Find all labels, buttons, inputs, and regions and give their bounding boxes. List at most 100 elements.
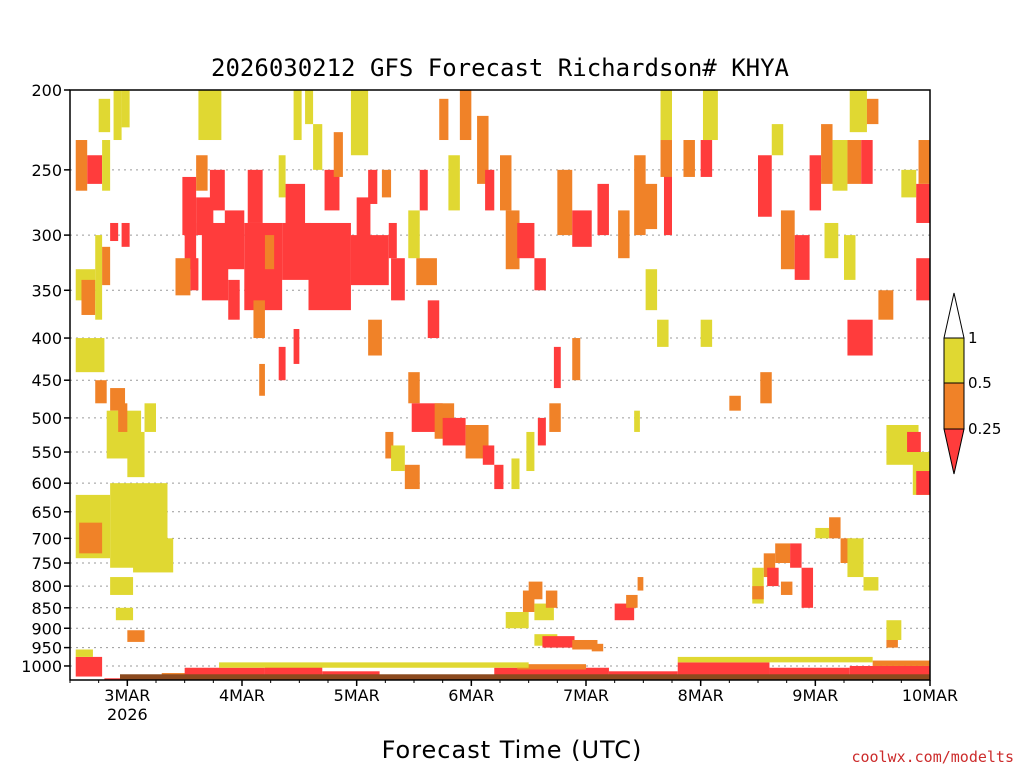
surface-ri-cell: [769, 667, 850, 677]
x-tick-label: 4MAR: [219, 686, 265, 705]
ri-cell: [794, 235, 810, 280]
ri-cell: [184, 222, 197, 270]
ri-cell: [916, 471, 930, 495]
ri-cell: [526, 431, 535, 472]
ri-cell: [634, 155, 646, 236]
ri-cell: [95, 235, 103, 320]
ri-cell: [404, 464, 420, 490]
ri-cell: [549, 403, 561, 432]
x-tick-label: 3MAR: [104, 686, 150, 705]
ri-cells: [75, 90, 930, 677]
ri-cell: [285, 183, 306, 236]
ri-cell: [618, 210, 630, 259]
legend-label: 0.25: [968, 420, 1001, 438]
surface-ri-cell: [849, 665, 930, 677]
ri-cell: [591, 643, 604, 652]
ri-cell: [324, 169, 340, 211]
ri-cell: [253, 300, 265, 339]
ri-cell: [350, 90, 369, 156]
y-tick-label: 1000: [21, 657, 62, 676]
ri-cell: [391, 445, 405, 472]
credit-text: coolwx.com/modelts: [851, 748, 1014, 766]
ground-band: [120, 674, 930, 680]
ri-cell: [190, 258, 199, 291]
legend-swatch-yellow: [943, 337, 965, 384]
surface-ri-cell: [677, 662, 770, 675]
legend-label: 0.5: [968, 374, 992, 392]
ri-cell: [886, 639, 898, 648]
x-tick-label: 9MAR: [792, 686, 838, 705]
ri-cell: [801, 567, 814, 608]
ri-cell: [775, 543, 791, 564]
ri-cell: [517, 222, 535, 259]
x-axis-label: Forecast Time (UTC): [382, 736, 643, 764]
ri-cell: [758, 155, 772, 217]
ri-cell: [110, 577, 134, 595]
ri-cell: [553, 346, 561, 389]
ri-cell: [442, 417, 466, 446]
ri-cell: [102, 140, 111, 191]
ri-cell: [534, 258, 546, 291]
ri-cell: [878, 290, 894, 320]
ri-cell: [763, 553, 776, 578]
ri-cell: [350, 235, 389, 286]
ri-cell: [439, 98, 449, 141]
y-tick-label: 700: [31, 529, 62, 548]
ri-cell: [259, 363, 265, 396]
ri-cell: [75, 140, 88, 191]
ri-cell: [752, 586, 764, 600]
ri-cell: [391, 258, 405, 301]
y-tick-label: 350: [31, 281, 62, 300]
ri-cell: [459, 90, 472, 141]
x-tick-sublabel: 2026: [107, 705, 148, 724]
y-axis: 200 250 300 350 400 450 500 550 600 650 700 750 800 8…: [21, 81, 70, 676]
ri-cell: [196, 155, 208, 191]
ri-cell: [293, 90, 302, 141]
ri-cell: [264, 235, 275, 270]
ri-cell: [847, 140, 862, 184]
ri-cell: [308, 222, 351, 311]
ri-cell: [81, 279, 96, 315]
ri-cell: [821, 124, 833, 184]
ri-cell: [368, 319, 382, 356]
ri-cell: [832, 140, 848, 191]
ri-cell: [829, 517, 841, 539]
ri-cell: [847, 538, 864, 578]
ri-cell: [780, 581, 793, 595]
y-tick-label: 900: [31, 619, 62, 638]
ri-cell: [760, 372, 772, 404]
ri-cell: [448, 155, 460, 211]
surface-ri-cell: [517, 664, 586, 670]
legend-swatch-red: [943, 428, 965, 475]
ri-cell: [293, 328, 300, 364]
ri-cell: [702, 90, 718, 141]
ri-cell: [408, 372, 420, 404]
ri-cell: [313, 124, 323, 170]
ri-cell: [408, 210, 420, 259]
y-tick-label: 800: [31, 577, 62, 596]
ri-cell: [113, 90, 122, 141]
ri-cell: [916, 183, 930, 223]
ri-cell: [645, 269, 658, 311]
ri-cell: [385, 431, 394, 459]
ri-cell: [729, 395, 741, 411]
ri-cell: [771, 124, 784, 156]
ri-cell: [75, 338, 105, 373]
ri-cell: [333, 132, 343, 177]
legend-swatch-high-end: [943, 292, 965, 339]
ri-cell: [121, 90, 130, 128]
x-tick-label: 6MAR: [448, 686, 494, 705]
ri-cell: [244, 222, 283, 311]
ri-cell: [278, 155, 286, 198]
ri-cell: [542, 636, 575, 648]
ri-cell: [637, 577, 644, 591]
x-tick-label: 5MAR: [334, 686, 380, 705]
ri-cell: [121, 222, 130, 247]
ri-cell: [494, 464, 504, 490]
ri-cell: [767, 567, 779, 587]
plot-area: [69, 89, 931, 681]
ri-cell: [282, 222, 311, 280]
legend-label: 1: [968, 329, 978, 347]
ri-cell: [572, 639, 598, 650]
ri-cell: [115, 607, 134, 621]
